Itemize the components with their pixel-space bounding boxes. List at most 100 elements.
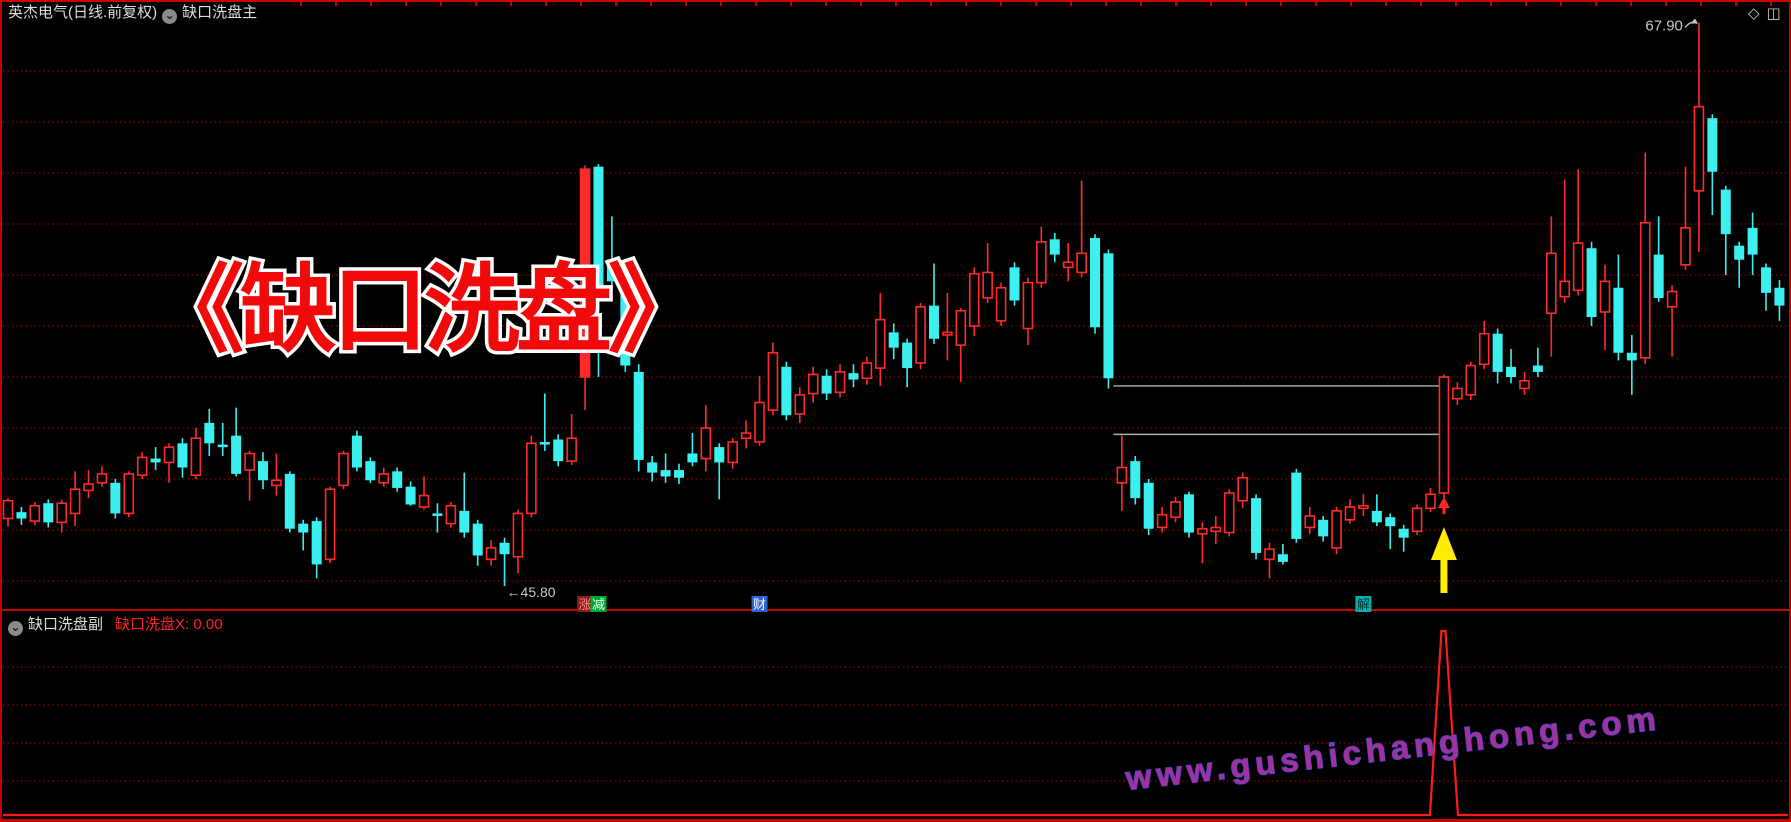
candle-body-up xyxy=(1344,506,1356,521)
candle-body-down xyxy=(1734,245,1745,260)
candle-body-down xyxy=(1143,482,1154,529)
candle-body-down xyxy=(1774,287,1785,306)
event-marker-chip[interactable] xyxy=(577,596,594,612)
candle-body-up xyxy=(190,437,202,476)
event-marker-chip[interactable] xyxy=(1355,596,1372,612)
candle-body-down xyxy=(110,482,121,514)
candle-body-down xyxy=(1653,254,1664,298)
candle-body-down xyxy=(687,453,698,463)
candle-body-up xyxy=(163,446,175,464)
candle-body-up xyxy=(727,441,738,464)
main-title-bar: 英杰电气(日线.前复权) ⌄ 缺口洗盘主 xyxy=(8,3,257,24)
candle-body-down xyxy=(928,305,939,339)
high-price-label: 67.90 xyxy=(1645,18,1683,35)
candle-body-up xyxy=(1170,501,1181,519)
candle-body-up xyxy=(982,271,993,299)
candle-body-down xyxy=(1251,498,1262,553)
candle-body-down xyxy=(1049,239,1060,255)
candle-body-up xyxy=(83,483,94,492)
candle-body-down xyxy=(298,523,309,533)
candle-body-down xyxy=(1626,352,1637,361)
candle-body-down xyxy=(1506,366,1517,377)
candle-body-up xyxy=(1478,332,1490,366)
candle-body-up xyxy=(1264,548,1275,561)
candle-body-down xyxy=(660,470,671,477)
candle-body-up xyxy=(915,306,926,364)
candle-body-up xyxy=(526,442,537,515)
sub-indicator-line xyxy=(3,629,1788,817)
candle-body-up xyxy=(512,512,524,558)
candle-body-up xyxy=(378,473,390,484)
candle-body-down xyxy=(1613,287,1624,353)
panel-separator[interactable] xyxy=(0,609,1791,611)
candle-body-down xyxy=(674,470,684,478)
window-right-border xyxy=(1789,0,1791,822)
candle-body-down xyxy=(1586,248,1597,318)
time-axis-ticks xyxy=(300,2,1791,6)
candle-body-down xyxy=(553,439,564,462)
event-marker-text[interactable]: 财 xyxy=(753,597,766,612)
candle-body-up xyxy=(1076,252,1087,274)
candle-body-down xyxy=(392,471,403,488)
candle-body-down xyxy=(231,435,242,474)
candle-body-down xyxy=(150,458,161,463)
candle-body-up xyxy=(1210,526,1222,533)
event-marker-text[interactable]: 涨 xyxy=(579,597,592,612)
candle-body-down xyxy=(472,523,483,556)
window-left-border xyxy=(0,0,2,822)
candle-body-up xyxy=(1411,507,1423,533)
sub-panel-title[interactable]: 缺口洗盘副 xyxy=(28,616,104,633)
candle-body-up xyxy=(1680,227,1691,266)
candle-body-up xyxy=(740,432,752,440)
stock-title: 英杰电气(日线.前复权) xyxy=(8,4,158,21)
candle-body-up xyxy=(136,456,148,476)
candle-body-up xyxy=(1062,261,1074,269)
candle-body-down xyxy=(257,461,268,481)
high-label-arrowhead xyxy=(1690,18,1698,24)
window-bottom-border xyxy=(0,819,1791,822)
candle-body-up xyxy=(1572,242,1584,292)
candle-body-up xyxy=(874,318,886,369)
collapse-indicator-icon[interactable]: ⌄ xyxy=(162,9,178,24)
event-marker-text[interactable]: 减 xyxy=(592,597,605,612)
diamond-icon[interactable]: ◇ xyxy=(1748,5,1767,22)
candle-body-down xyxy=(593,166,604,288)
candle-body-up xyxy=(29,504,41,522)
candle-body-up xyxy=(1237,476,1248,502)
candle-body-up xyxy=(56,502,67,524)
candle-body-down xyxy=(714,447,725,463)
candle-body-down xyxy=(620,292,631,366)
candle-body-down xyxy=(43,503,54,523)
candle-body-up xyxy=(338,452,349,487)
collapse-subpanel-icon[interactable]: ⌄ xyxy=(8,621,23,636)
candle-body-up xyxy=(1438,376,1450,494)
candle-body-up xyxy=(566,437,577,462)
signal-yellow-arrow-shaft xyxy=(1440,558,1448,593)
candle-body-up xyxy=(1639,221,1651,359)
candle-body-up xyxy=(244,452,255,471)
signal-red-arrow-head xyxy=(1437,497,1450,508)
candle-body-down xyxy=(1318,519,1329,537)
panel-toggle-icon[interactable]: ◫ xyxy=(1766,5,1788,22)
candle-body-down xyxy=(351,435,362,468)
candle-body-down xyxy=(1130,461,1141,499)
candle-body-up xyxy=(123,473,135,515)
candle-body-down xyxy=(405,486,416,505)
candle-body-down xyxy=(459,510,470,533)
candle-body-up xyxy=(955,309,967,346)
candle-body-up xyxy=(767,351,779,411)
event-marker-chip[interactable] xyxy=(590,596,607,612)
candle-body-up xyxy=(485,547,497,561)
event-marker-text[interactable]: 解 xyxy=(1357,597,1370,612)
event-marker-chip[interactable] xyxy=(751,596,768,612)
candle-body-down xyxy=(539,442,550,445)
signal-red-arrow-stem xyxy=(1442,508,1446,514)
main-indicator-title[interactable]: 缺口洗盘主 xyxy=(182,4,258,21)
corner-icons: ◇◫ xyxy=(1748,4,1788,22)
candle-body-down xyxy=(848,373,859,380)
candle-body-down xyxy=(1277,554,1288,562)
candle-body-down xyxy=(1398,528,1409,538)
sub-panel-title-bar: ⌄ 缺口洗盘副 缺口洗盘X: 0.00 xyxy=(8,615,223,636)
